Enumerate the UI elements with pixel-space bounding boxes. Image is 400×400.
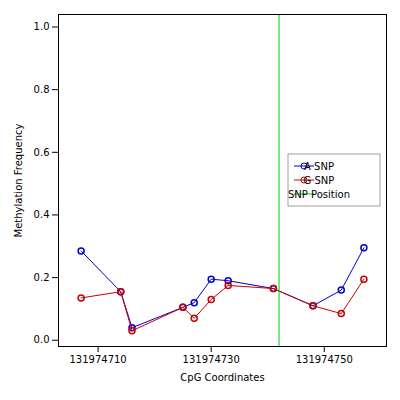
svg-text:G SNP: G SNP (304, 175, 335, 186)
svg-text:0.4: 0.4 (34, 209, 50, 220)
svg-text:131974710: 131974710 (69, 354, 126, 365)
svg-text:1.0: 1.0 (34, 21, 50, 32)
svg-text:0.6: 0.6 (34, 147, 50, 158)
svg-text:0.0: 0.0 (34, 334, 50, 345)
svg-text:CpG Coordinates: CpG Coordinates (180, 372, 264, 383)
svg-text:0.8: 0.8 (34, 84, 50, 95)
svg-text:Methylation Frequency: Methylation Frequency (13, 123, 24, 237)
svg-text:A SNP: A SNP (304, 161, 334, 172)
svg-text:131974750: 131974750 (296, 354, 353, 365)
svg-text:131974730: 131974730 (183, 354, 240, 365)
svg-text:0.2: 0.2 (34, 272, 50, 283)
svg-text:SNP Position: SNP Position (288, 189, 350, 200)
